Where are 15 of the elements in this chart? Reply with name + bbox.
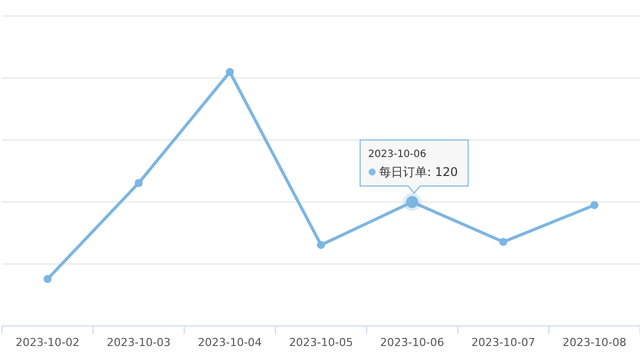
x-tick-label: 2023-10-03 (106, 336, 171, 349)
point (44, 275, 52, 284)
x-tick-label: 2023-10-06 (380, 336, 444, 349)
point (499, 238, 508, 246)
annotation: 每日订单: 120 (379, 165, 458, 180)
x-tick-label: 2023-10-02 (16, 336, 80, 349)
point (134, 179, 143, 187)
x-tick-label: 2023-10-05 (289, 336, 353, 349)
x-tick-label: 2023-10-07 (471, 336, 536, 349)
point (226, 68, 234, 76)
annotation: 2023-10-06 (368, 149, 426, 160)
point (317, 240, 325, 249)
x-tick-label: 2023-10-08 (562, 336, 626, 349)
x-tick-label: 2023-10-04 (198, 336, 262, 349)
point (590, 201, 598, 210)
